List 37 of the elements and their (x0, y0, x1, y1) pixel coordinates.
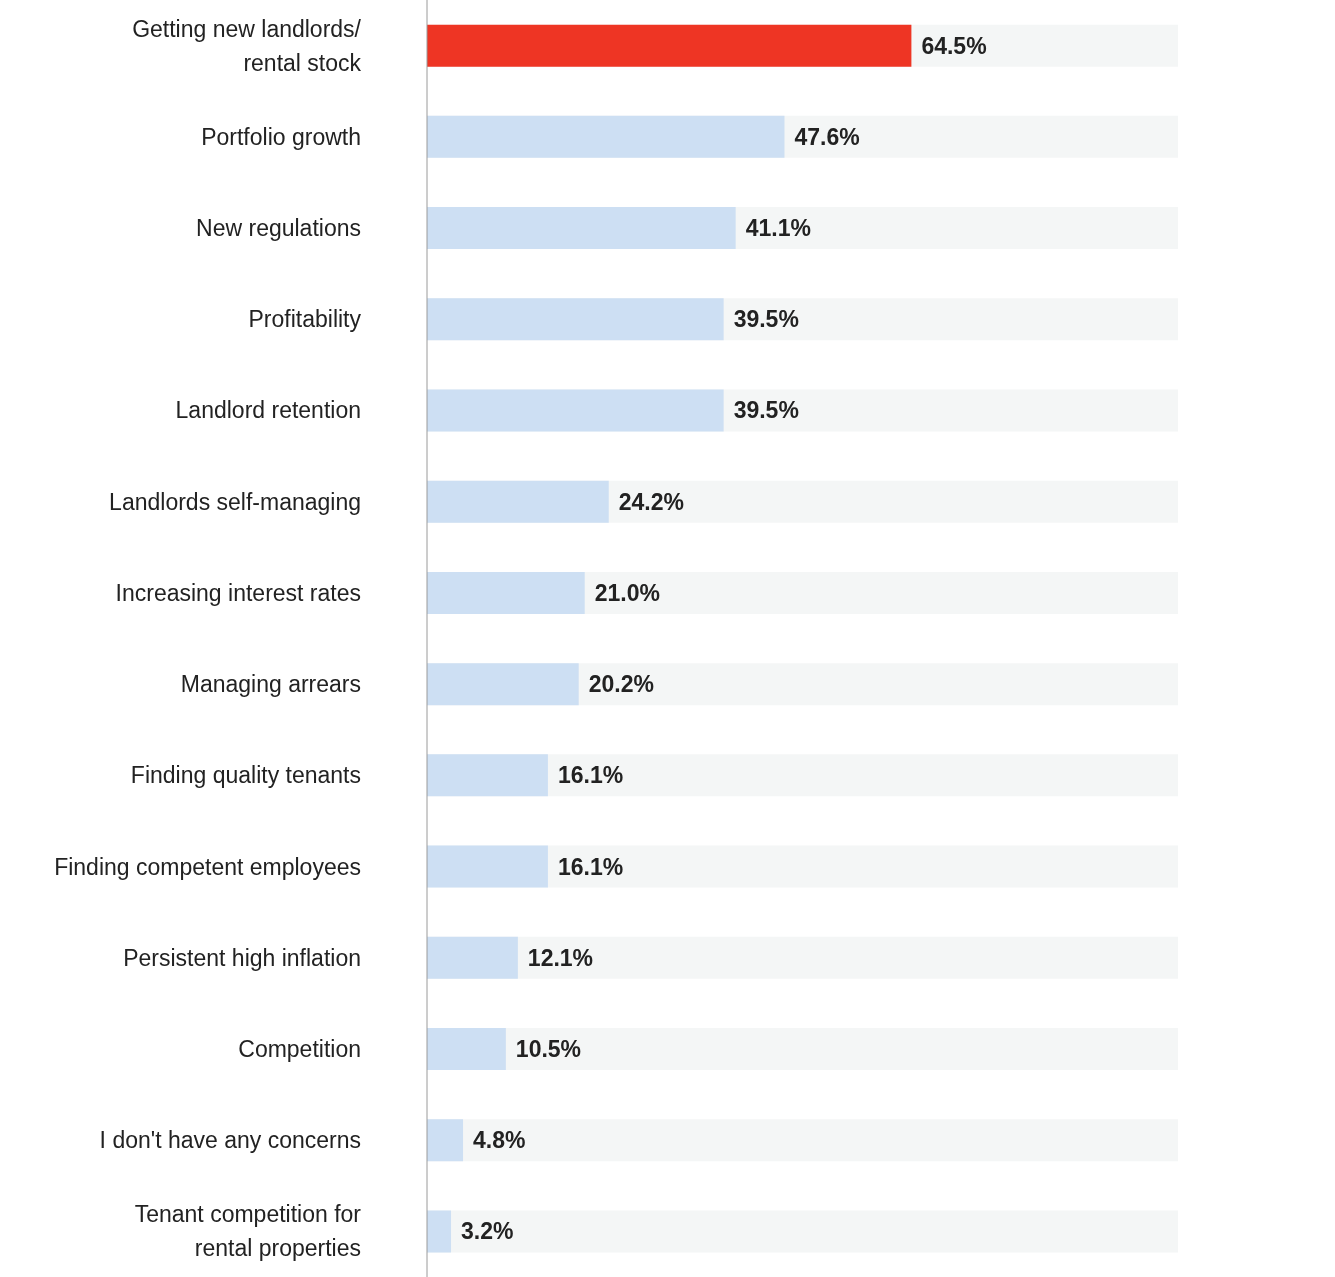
data-label: 41.1% (745, 215, 811, 242)
y-tick-label: Portfolio growth (201, 123, 361, 150)
bar (427, 1210, 452, 1253)
y-tick-label: Profitability (248, 306, 362, 333)
data-label: 10.5% (515, 1035, 582, 1062)
y-tick-label: Landlord retention (175, 397, 361, 424)
y-tick-label: Managing arrears (180, 671, 361, 698)
y-tick-label: New regulations (196, 215, 361, 242)
data-label: 64.5% (921, 32, 987, 59)
bar (427, 754, 548, 797)
data-label: 4.8% (473, 1127, 526, 1154)
y-tick-label: Getting new landlords/ rental stock (132, 15, 362, 76)
y-tick-label: Tenant competition for rental properties (134, 1201, 362, 1262)
data-label: 16.1% (557, 853, 624, 880)
bar (427, 936, 518, 979)
bar (427, 845, 548, 888)
y-tick-label: Persistent high inflation (123, 944, 361, 971)
bar (427, 1119, 464, 1162)
data-label: 12.1% (527, 944, 594, 971)
data-label: 16.1% (557, 762, 624, 789)
y-tick-label: Increasing interest rates (115, 579, 361, 606)
data-label: 24.2% (618, 488, 684, 515)
bar (427, 1027, 506, 1070)
y-tick-label: Finding quality tenants (130, 762, 361, 789)
y-tick-label: Competition (238, 1035, 361, 1062)
data-label: 20.2% (588, 671, 654, 698)
data-label: 47.6% (794, 123, 860, 150)
y-tick-label: Finding competent employees (54, 853, 361, 880)
data-label: 39.5% (733, 397, 799, 424)
bar (427, 480, 609, 523)
bar (427, 663, 579, 706)
data-label: 3.2% (461, 1218, 514, 1245)
y-tick-label: I don't have any concerns (99, 1127, 361, 1154)
data-label: 21.0% (594, 579, 660, 606)
data-label: 39.5% (733, 306, 799, 333)
bar (427, 571, 585, 614)
y-tick-label: Landlords self-managing (109, 488, 361, 515)
